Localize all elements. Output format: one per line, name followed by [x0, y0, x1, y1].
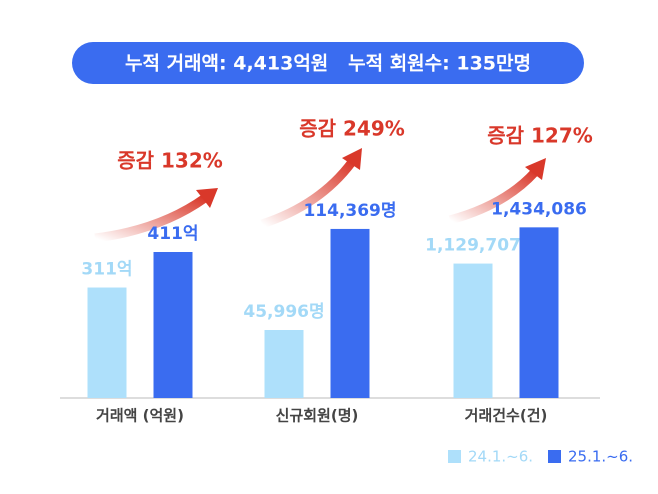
legend-label: 25.1.~6.: [568, 448, 633, 466]
arrow: [94, 188, 218, 243]
legend-label: 24.1.~6.: [468, 448, 533, 466]
bar: [264, 330, 304, 398]
bar: [87, 287, 127, 398]
bar: [453, 263, 493, 398]
header-title: 누적 거래액: 4,413억원 누적 회원수: 135만명: [125, 53, 531, 75]
value-label: 1,434,086: [491, 199, 587, 219]
arrow: [448, 158, 546, 225]
value-label: 1,129,707: [425, 236, 521, 256]
legend-swatch: [548, 450, 561, 463]
value-label: 114,369명: [303, 201, 396, 221]
value-label: 311억: [81, 260, 132, 280]
x-label: 거래액 (억원): [96, 407, 184, 425]
bar: [153, 252, 193, 398]
header-pill: [72, 42, 584, 84]
annotation: 증감 132%: [117, 149, 223, 173]
value-label: 411억: [147, 224, 198, 244]
arrow: [260, 148, 362, 229]
x-label: 거래건수(건): [465, 407, 548, 425]
bar: [519, 227, 559, 398]
legend-swatch: [448, 450, 461, 463]
x-label: 신규회원(명): [276, 407, 359, 425]
bar: [330, 228, 370, 398]
annotation: 증감 127%: [487, 124, 593, 148]
annotation: 증감 249%: [299, 117, 405, 141]
value-label: 45,996명: [243, 302, 324, 322]
